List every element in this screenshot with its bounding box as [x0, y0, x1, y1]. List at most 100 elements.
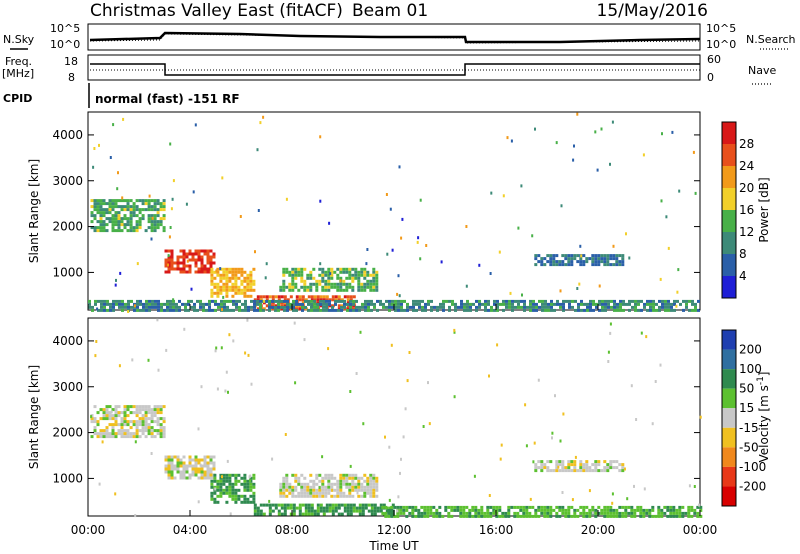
heatmap-cell-velocity-region-4: [256, 506, 260, 510]
heatmap-cell-velocity-region-4: [355, 509, 359, 513]
heatmap-cell-power-region-4: [304, 298, 308, 302]
heatmap-cell-power-region-1: [176, 261, 180, 265]
heatmap-cell-velocity-region-5: [639, 508, 643, 512]
heatmap-scatter-point: [688, 484, 691, 488]
heatmap-cell-velocity-region-3: [372, 479, 376, 483]
heatmap-cell-power-region-6: [307, 302, 310, 306]
heatmap-cell-velocity-region-0: [117, 432, 121, 436]
heatmap-cell-power-region-0: [123, 205, 127, 209]
heatmap-cell-power-region-6: [628, 299, 631, 303]
heatmap-cell-power-region-6: [694, 308, 697, 312]
heatmap-scatter-point: [699, 415, 702, 419]
heatmap-cell-velocity-region-3: [354, 473, 358, 477]
heatmap-cell-power-region-6: [622, 308, 625, 312]
heatmap-cell-velocity-region-5: [567, 508, 571, 512]
heatmap-cell-velocity-region-2: [222, 482, 226, 486]
heatmap-cell-power-region-2: [234, 288, 238, 292]
heatmap-cell-velocity-region-5: [414, 514, 418, 518]
heatmap-cell-power-region-3: [369, 288, 373, 292]
heatmap-cell-power-region-3: [348, 267, 352, 271]
heatmap-cell-power-region-6: [619, 305, 622, 309]
heatmap-cell-velocity-region-0: [93, 405, 97, 409]
heatmap-cell-velocity-region-4: [304, 506, 308, 510]
heatmap-cell-power-region-3: [312, 267, 316, 271]
heatmap-scatter-point: [388, 445, 391, 449]
heatmap-cell-velocity-region-1: [209, 473, 213, 477]
heatmap-cell-power-region-6: [250, 305, 253, 309]
heatmap-cell-velocity-region-2: [222, 479, 226, 483]
heatmap-cell-velocity-region-0: [156, 417, 160, 421]
heatmap-cell-power-region-3: [372, 270, 376, 274]
heatmap-cell-power-region-0: [141, 214, 145, 218]
heatmap-cell-power-region-3: [321, 267, 325, 271]
heatmap-cell-power-region-4: [274, 304, 278, 308]
heatmap-cell-power-region-0: [108, 220, 112, 224]
heatmap-cell-power-region-4: [334, 298, 338, 302]
heatmap-cell-velocity-region-4: [325, 503, 329, 507]
heatmap-cell-power-region-6: [259, 305, 262, 309]
heatmap-cell-velocity-region-1: [179, 458, 183, 462]
noise-tick-top-right: 10^5: [706, 22, 736, 35]
heatmap-scatter-point: [110, 410, 113, 414]
heatmap-cell-power-region-0: [114, 205, 118, 209]
heatmap-cell-power-region-6: [355, 299, 358, 303]
heatmap-cell-velocity-region-1: [170, 470, 174, 474]
heatmap-cell-power-region-4: [322, 298, 326, 302]
heatmap-cell-velocity-region-5: [390, 508, 394, 512]
heatmap-cell-power-region-6: [415, 302, 418, 306]
heatmap-cell-power-region-6: [637, 299, 640, 303]
heatmap-cell-velocity-region-1: [173, 455, 177, 459]
heatmap-scatter-point: [93, 147, 96, 150]
heatmap-cell-velocity-region-3: [351, 488, 355, 492]
heatmap-cell-power-region-2: [237, 291, 241, 295]
heatmap-cell-power-region-3: [330, 270, 334, 274]
heatmap-cell-velocity-region-6: [537, 466, 541, 470]
heatmap-cell-velocity-region-6: [615, 466, 619, 470]
heatmap-cell-velocity-region-5: [627, 511, 631, 515]
heatmap-cell-power-region-3: [333, 270, 337, 274]
heatmap-cell-power-region-2: [225, 288, 229, 292]
heatmap-cell-velocity-region-2: [210, 494, 214, 498]
heatmap-cell-velocity-region-0: [93, 417, 97, 421]
heatmap-scatter-point: [607, 350, 610, 354]
heatmap-cell-power-region-0: [153, 229, 157, 233]
velocity-colorbar-frame: [721, 329, 737, 507]
heatmap-scatter-point: [134, 514, 137, 518]
heatmap-cell-velocity-region-5: [543, 505, 547, 509]
heatmap-cell-power-region-6: [646, 302, 649, 306]
heatmap-cell-velocity-region-0: [117, 414, 121, 418]
heatmap-cell-velocity-region-5: [390, 511, 394, 515]
heatmap-cell-power-region-6: [301, 308, 304, 312]
heatmap-cell-velocity-region-3: [324, 494, 328, 498]
heatmap-cell-power-region-0: [120, 208, 124, 212]
heatmap-cell-velocity-region-3: [324, 476, 328, 480]
heatmap-cell-power-region-6: [574, 299, 577, 303]
heatmap-cell-power-region-6: [361, 305, 364, 309]
power-heatmap: [88, 112, 700, 313]
heatmap-cell-velocity-region-3: [303, 482, 307, 486]
velocity-colorbar-tick: -200: [739, 479, 766, 493]
heatmap-cell-velocity-region-2: [243, 497, 247, 501]
freq-label-top: Freq.: [5, 55, 32, 68]
heatmap-cell-power-region-6: [622, 302, 625, 306]
heatmap-cell-velocity-region-5: [447, 505, 451, 509]
heatmap-cell-power-region-3: [348, 282, 352, 286]
heatmap-cell-velocity-region-5: [594, 508, 598, 512]
heatmap-cell-velocity-region-5: [570, 505, 574, 509]
heatmap-cell-velocity-region-1: [182, 470, 186, 474]
heatmap-cell-power-region-2: [228, 279, 232, 283]
heatmap-cell-power-region-0: [159, 205, 163, 209]
heatmap-cell-velocity-region-1: [182, 464, 186, 468]
heatmap-cell-velocity-region-2: [219, 479, 223, 483]
heatmap-cell-power-region-1: [182, 252, 186, 256]
heatmap-cell-velocity-region-2: [246, 485, 250, 489]
heatmap-cell-power-region-6: [349, 302, 352, 306]
heatmap-cell-power-region-6: [490, 305, 493, 309]
heatmap-cell-power-region-2: [213, 285, 217, 289]
heatmap-cell-velocity-region-5: [555, 511, 559, 515]
heatmap-cell-velocity-region-4: [313, 509, 317, 513]
heatmap-cell-velocity-region-0: [114, 411, 118, 415]
heatmap-cell-velocity-region-2: [237, 494, 241, 498]
heatmap-cell-power-region-6: [487, 308, 490, 312]
heatmap-cell-power-region-0: [150, 208, 154, 212]
